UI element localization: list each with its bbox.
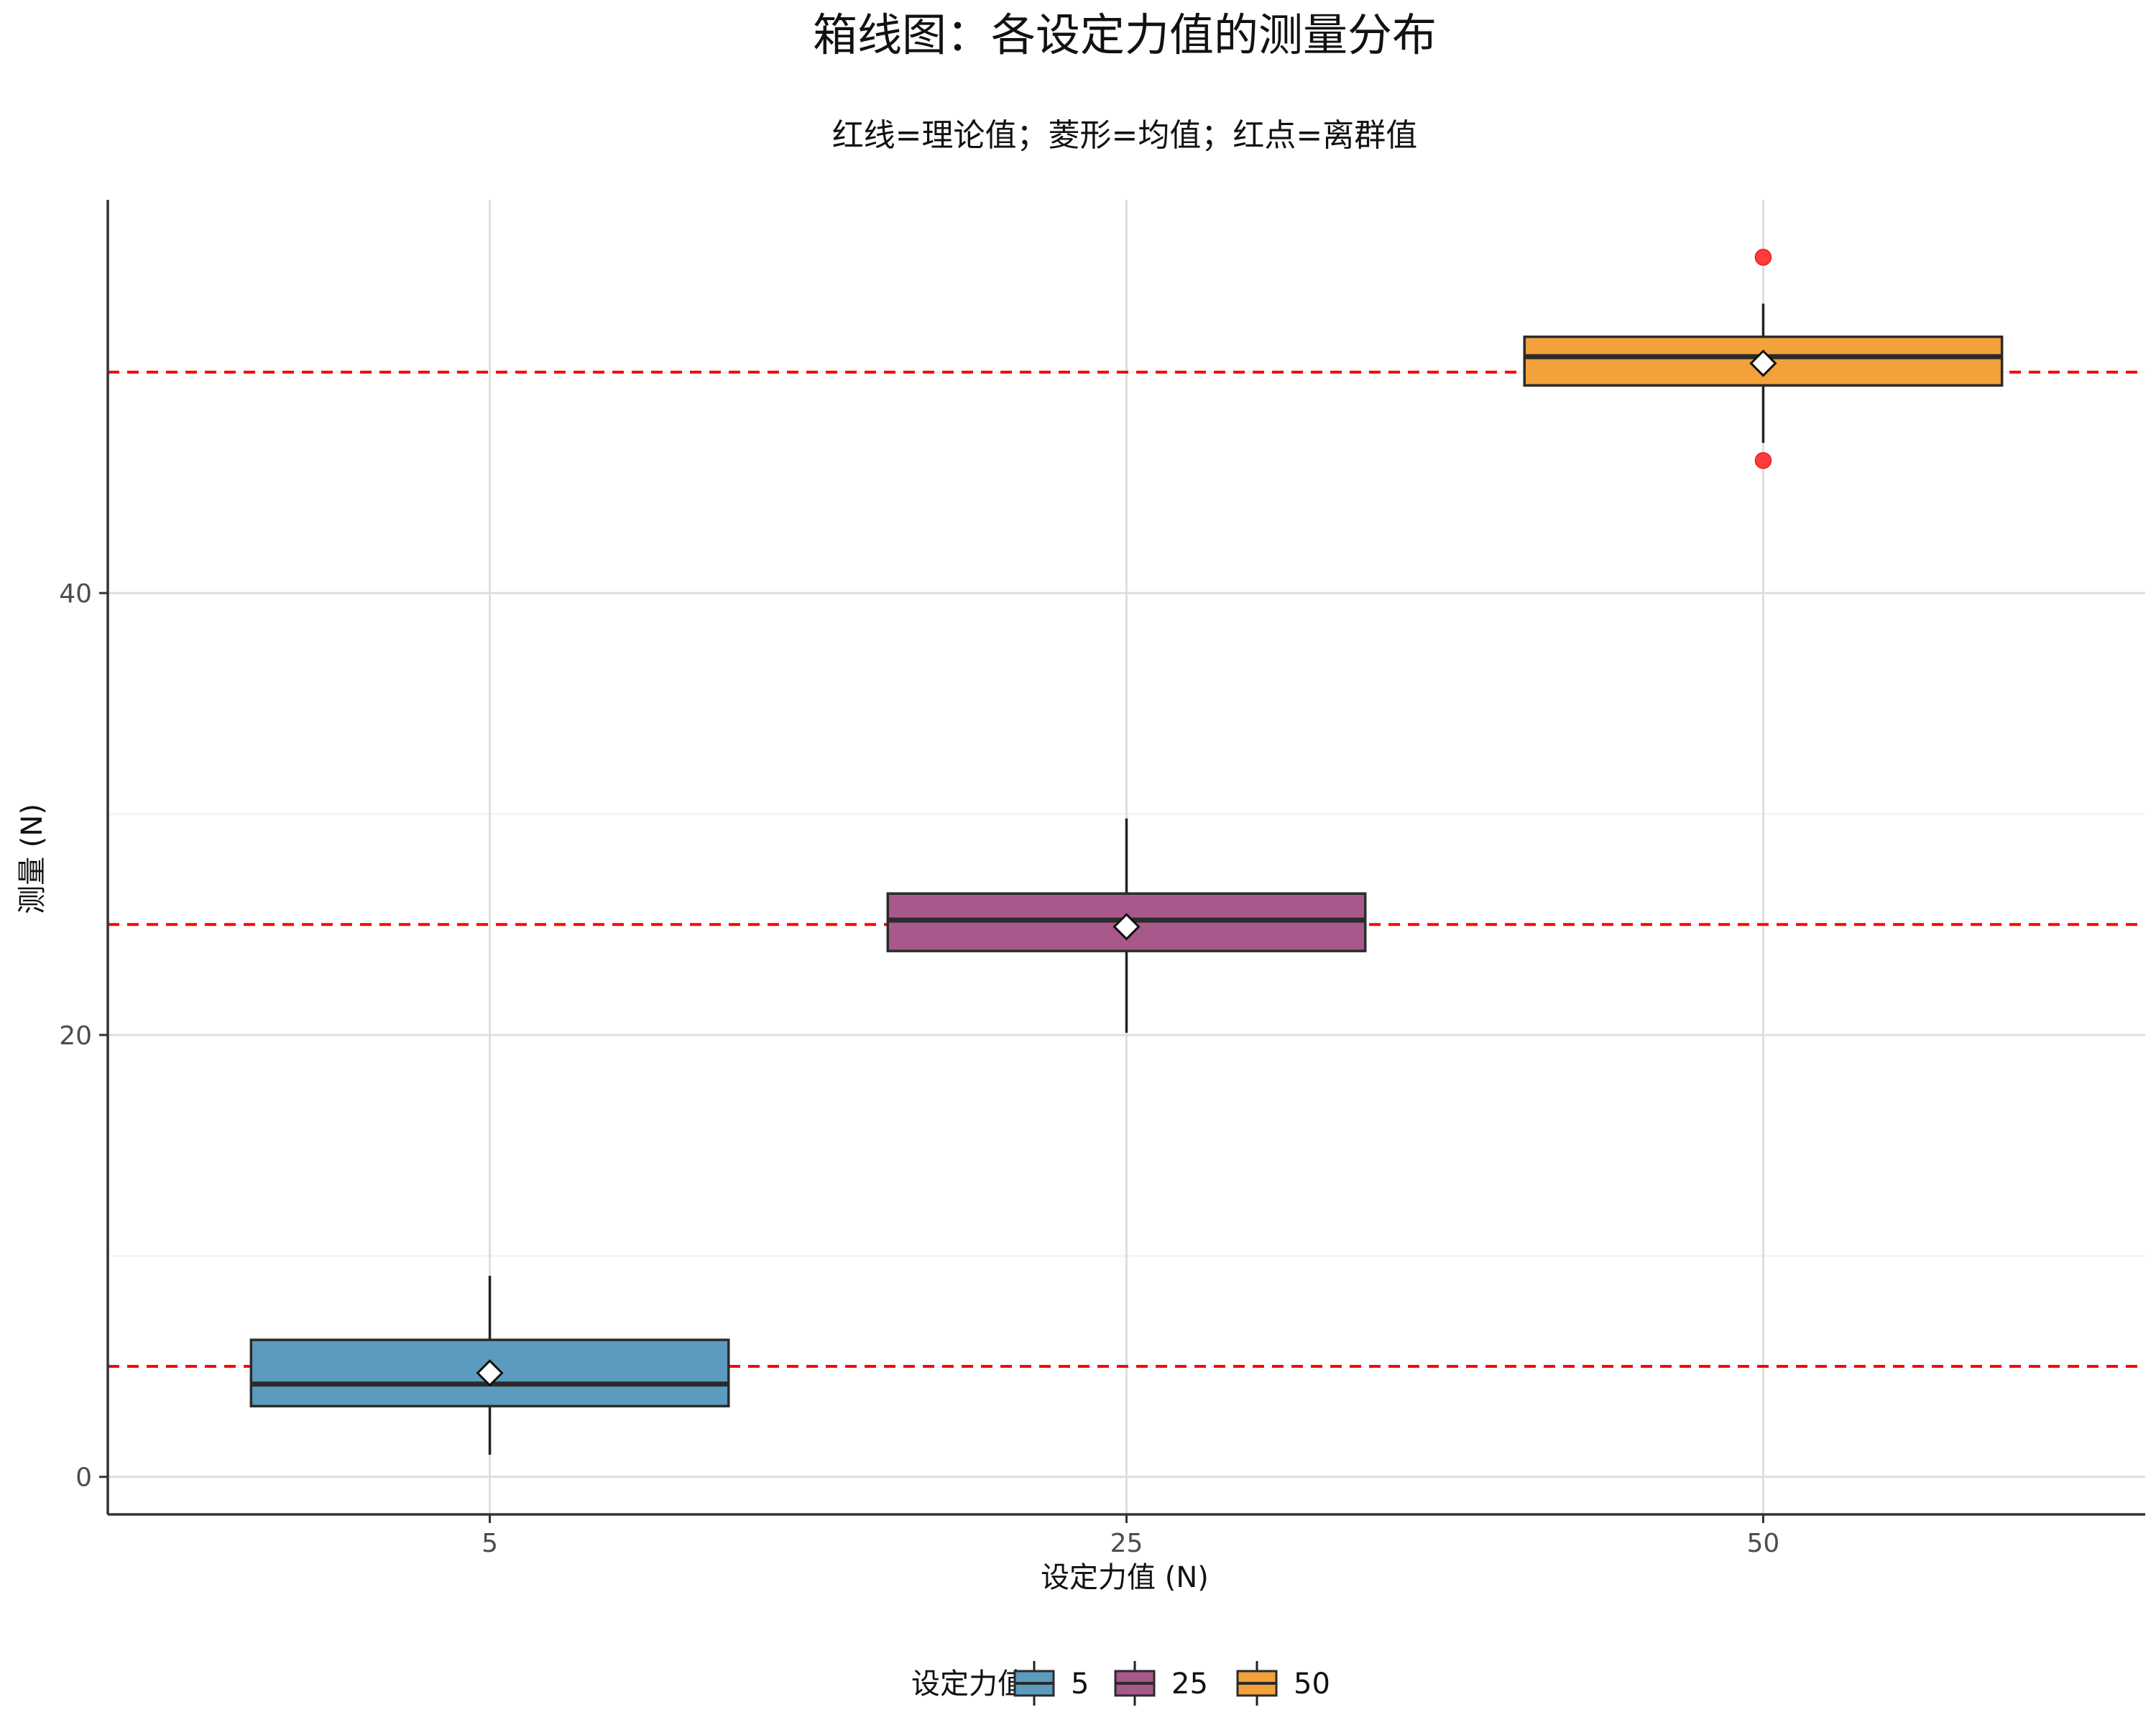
boxes (249, 249, 2004, 1455)
x-tick-label: 5 (482, 1529, 498, 1558)
legend-label: 25 (1171, 1668, 1208, 1701)
outlier-point (1754, 451, 1772, 469)
y-tick-label: 20 (59, 1021, 92, 1051)
mean-diamond (1749, 349, 1777, 377)
legend: 设定力值 5 25 50 (911, 1661, 1330, 1706)
x-tick-label: 50 (1747, 1529, 1780, 1558)
box-5 (249, 1276, 730, 1455)
legend-label: 50 (1294, 1668, 1330, 1701)
chart-subtitle: 红线=理论值；菱形=均值；红点=离群值 (832, 117, 1418, 154)
legend-entry-5: 5 (1013, 1661, 1089, 1706)
legend-entry-50: 50 (1236, 1661, 1330, 1706)
legend-label: 5 (1071, 1668, 1089, 1701)
outlier-point (1754, 249, 1772, 266)
legend-title: 设定力值 (911, 1668, 1026, 1701)
chart-title: 箱线图：各设定力值的测量分布 (813, 9, 1437, 61)
axes: 0 20 40 5 25 50 (59, 200, 2145, 1558)
box-25 (886, 818, 1367, 1033)
box-50 (1523, 249, 2004, 469)
legend-entry-25: 25 (1114, 1661, 1208, 1706)
y-tick-label: 0 (75, 1463, 92, 1493)
y-axis-label: 测量 (N) (16, 804, 49, 914)
y-tick-label: 40 (59, 579, 92, 609)
x-tick-label: 25 (1110, 1529, 1143, 1558)
x-axis-label: 设定力值 (N) (1041, 1561, 1209, 1594)
mean-diamond (476, 1359, 504, 1387)
mean-diamond (1112, 913, 1141, 941)
